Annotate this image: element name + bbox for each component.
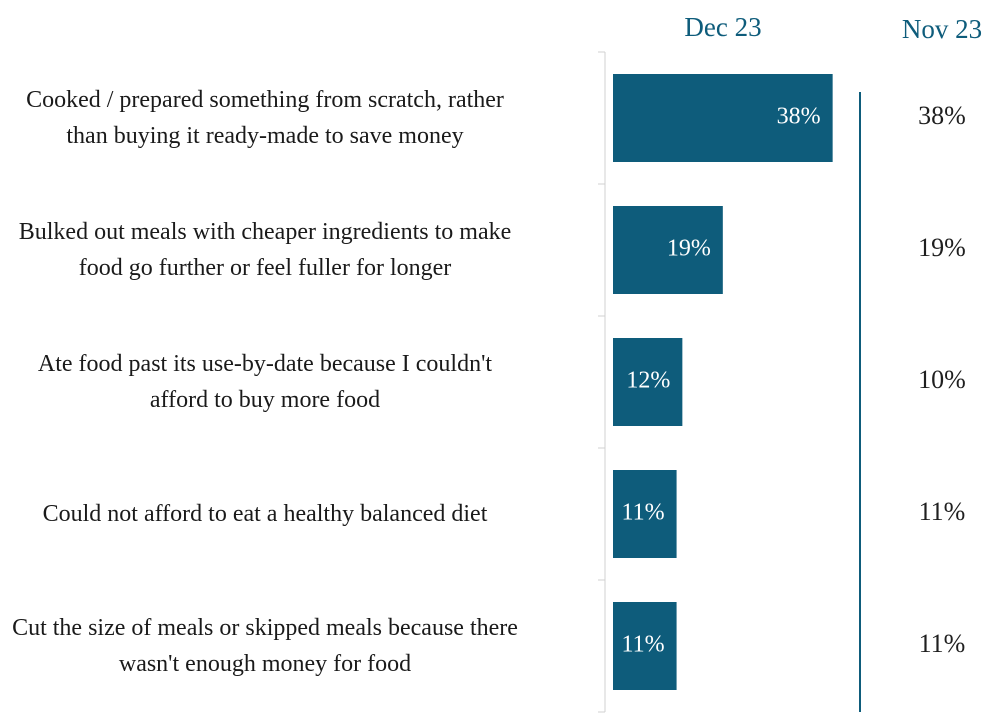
bar-label: 19%	[667, 236, 711, 262]
nov-value: 11%	[919, 497, 966, 526]
legend-label: Nov 23	[902, 14, 982, 44]
category-label: Bulked out meals with cheaper ingredient…	[18, 219, 512, 281]
bar	[613, 206, 723, 294]
nov-value: 11%	[919, 629, 966, 658]
bar	[613, 470, 677, 558]
nov-value: 19%	[918, 233, 966, 262]
bar	[613, 338, 683, 426]
category-label: Cut the size of meals or skipped meals b…	[12, 615, 518, 677]
category-label: Could not afford to eat a healthy balanc…	[42, 501, 488, 527]
category-label: Cooked / prepared something from scratch…	[26, 87, 504, 149]
bar-label: 11%	[621, 500, 664, 526]
bar	[613, 602, 677, 690]
nov-value: 10%	[918, 365, 966, 394]
legend-label: Dec 23	[684, 12, 761, 42]
bar-label: 38%	[777, 104, 821, 130]
bar-label: 12%	[626, 368, 670, 394]
bar-label: 11%	[621, 632, 664, 658]
nov-value: 38%	[918, 101, 966, 130]
bar	[613, 74, 833, 162]
category-label: Ate food past its use-by-date because I …	[37, 351, 493, 413]
